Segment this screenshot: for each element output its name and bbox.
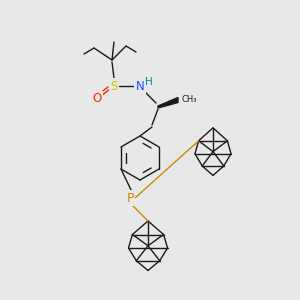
Polygon shape [158, 98, 178, 108]
Text: CH₃: CH₃ [181, 95, 197, 104]
Text: H: H [145, 77, 153, 87]
Text: N: N [136, 80, 144, 92]
Text: P: P [126, 191, 134, 205]
Text: O: O [92, 92, 102, 106]
Text: S: S [110, 80, 118, 92]
